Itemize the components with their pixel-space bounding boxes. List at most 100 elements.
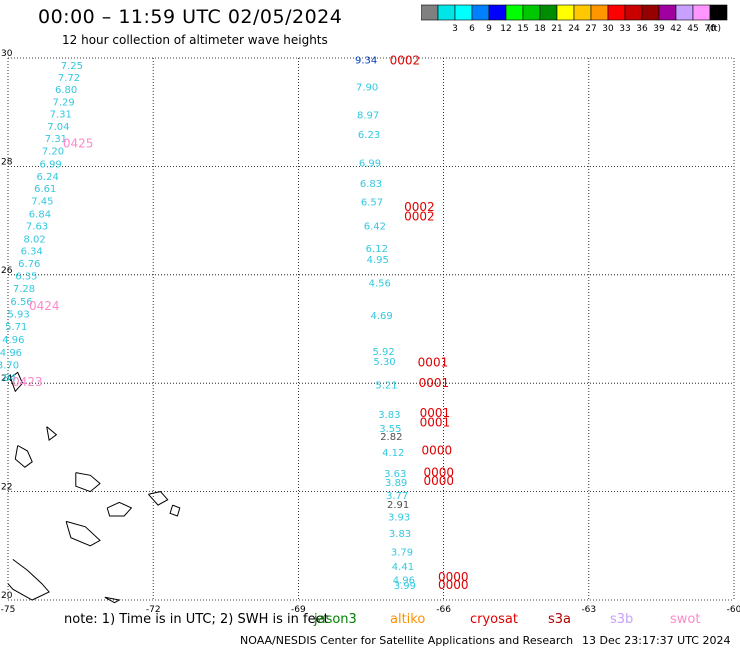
lat-tick-label: 30 bbox=[1, 49, 13, 59]
legend-satellite-altiko: altiko bbox=[390, 612, 426, 627]
wave-height-label: 4.69 bbox=[371, 311, 393, 322]
wave-height-label: 6.61 bbox=[34, 184, 56, 195]
color-bin-label: 45 bbox=[687, 24, 698, 34]
pass-time-label: 0002 bbox=[390, 54, 421, 68]
color-bin bbox=[505, 4, 524, 21]
pass-time-label: 0425 bbox=[63, 136, 94, 150]
footer-timestamp: 13 Dec 23:17:37 UTC 2024 bbox=[582, 634, 731, 647]
wave-height-label: 7.90 bbox=[356, 83, 378, 94]
legend-satellite-s3a: s3a bbox=[548, 612, 572, 627]
wave-height-label: 3.63 bbox=[384, 469, 406, 480]
wave-height-label: 2.91 bbox=[387, 500, 409, 511]
color-bin-label: 21 bbox=[551, 24, 562, 34]
pass-time-label: 0423 bbox=[12, 375, 43, 389]
wave-height-label: 3.70 bbox=[0, 361, 19, 372]
wave-height-label: 6.24 bbox=[37, 172, 59, 183]
lat-tick-label: 24 bbox=[1, 374, 13, 384]
color-bin bbox=[641, 4, 660, 21]
pass-time-label: 0001 bbox=[420, 416, 451, 430]
island-outline bbox=[148, 491, 169, 506]
pass-time-label: 0000 bbox=[438, 578, 469, 592]
wave-height-label: 5.92 bbox=[372, 347, 394, 358]
wave-height-label: 7.25 bbox=[61, 61, 83, 72]
lon-tick-label: -72 bbox=[146, 605, 161, 614]
color-bin bbox=[573, 4, 592, 21]
wave-height-label: 6.42 bbox=[364, 221, 386, 232]
color-bin bbox=[471, 4, 490, 21]
wave-height-label: 9.34 bbox=[355, 55, 377, 66]
color-bin bbox=[522, 4, 541, 21]
island-outline bbox=[65, 520, 101, 547]
pass-time-label: 0000 bbox=[423, 474, 454, 488]
legend-satellite-s3b: s3b bbox=[610, 612, 634, 627]
island-outline bbox=[14, 445, 33, 468]
wave-height-label: 6.35 bbox=[15, 272, 37, 283]
island-outline bbox=[169, 504, 181, 517]
wave-height-label: 6.34 bbox=[21, 247, 43, 258]
color-bin-label: 3 bbox=[452, 24, 458, 34]
wave-height-label: 5.71 bbox=[5, 322, 27, 333]
color-bin bbox=[556, 4, 575, 21]
wave-height-label: 7.04 bbox=[47, 122, 69, 133]
island-outline bbox=[104, 596, 121, 604]
color-bin-label: 30 bbox=[602, 24, 614, 34]
wave-height-label: 6.84 bbox=[29, 209, 51, 220]
color-bin-label: 33 bbox=[619, 24, 630, 34]
island-outline bbox=[9, 371, 24, 393]
wave-height-label: 4.96 bbox=[0, 348, 22, 359]
wave-height-label: 3.83 bbox=[389, 529, 411, 540]
wave-height-label: 4.41 bbox=[392, 562, 414, 573]
wave-height-label: 5.21 bbox=[375, 381, 397, 392]
footer-credit: NOAA/NESDIS Center for Satellite Applica… bbox=[240, 634, 574, 647]
wave-height-label: 7.20 bbox=[42, 146, 64, 157]
wave-height-label: 3.93 bbox=[388, 512, 410, 523]
color-bin bbox=[692, 4, 711, 21]
wave-height-label: 7.63 bbox=[26, 221, 48, 232]
lat-tick-label: 28 bbox=[1, 157, 13, 167]
color-bin-label: 36 bbox=[636, 24, 648, 34]
legend-note: note: 1) Time is in UTC; 2) SWH is in fe… bbox=[64, 612, 329, 627]
wave-height-label: 8.97 bbox=[357, 111, 379, 122]
pass-time-label: 0002 bbox=[404, 200, 435, 214]
wave-height-label: 3.99 bbox=[394, 581, 416, 592]
island-outline bbox=[75, 472, 101, 493]
wave-height-label: 7.29 bbox=[53, 98, 75, 109]
wave-height-label: 3.84 bbox=[0, 373, 16, 384]
color-bin bbox=[421, 4, 439, 21]
pass-time-label: 0001 bbox=[419, 376, 450, 390]
color-bin-label: 42 bbox=[670, 24, 681, 34]
wave-height-label: 8.02 bbox=[23, 234, 45, 245]
page-subtitle: 12 hour collection of altimeter wave hei… bbox=[62, 33, 328, 47]
wave-height-label: 4.56 bbox=[369, 279, 391, 290]
wave-height-label: 4.95 bbox=[367, 255, 389, 266]
color-bin-label: 39 bbox=[653, 24, 665, 34]
wave-height-label: 6.56 bbox=[10, 297, 32, 308]
wave-height-label: 6.57 bbox=[361, 197, 383, 208]
lon-tick-label: -60 bbox=[727, 605, 740, 614]
legend-satellite-swot: swot bbox=[670, 612, 701, 627]
wave-height-label: 6.80 bbox=[55, 85, 77, 96]
color-bin bbox=[488, 4, 507, 21]
wave-height-label: 7.72 bbox=[58, 73, 80, 84]
wave-height-label: 3.77 bbox=[386, 491, 408, 502]
wave-height-label: 7.31 bbox=[45, 134, 67, 145]
wave-height-label: 7.31 bbox=[50, 110, 72, 121]
color-bin bbox=[658, 4, 677, 21]
pass-time-label: 0001 bbox=[418, 355, 449, 369]
pass-time-label: 0000 bbox=[438, 570, 469, 584]
color-bin bbox=[607, 4, 626, 21]
color-scale-bar: 3 6 9 12 15 18 21 24 27 30 33 36 39 42 45 70(ft) bbox=[421, 4, 728, 34]
lat-tick-label: 20 bbox=[1, 591, 13, 601]
wave-height-label: 6.99 bbox=[359, 158, 381, 169]
lon-tick-label: -66 bbox=[436, 605, 451, 614]
island-outline bbox=[7, 558, 50, 601]
color-bin bbox=[437, 4, 456, 21]
wave-height-label: 6.76 bbox=[18, 259, 40, 270]
legend-satellite-cryosat: cryosat bbox=[470, 612, 518, 627]
pass-time-label: 0424 bbox=[29, 299, 60, 313]
wave-height-label: 6.83 bbox=[360, 179, 382, 190]
color-bin bbox=[539, 4, 558, 21]
pass-time-label: 0002 bbox=[404, 210, 435, 224]
wave-height-label: 3.55 bbox=[379, 424, 401, 435]
